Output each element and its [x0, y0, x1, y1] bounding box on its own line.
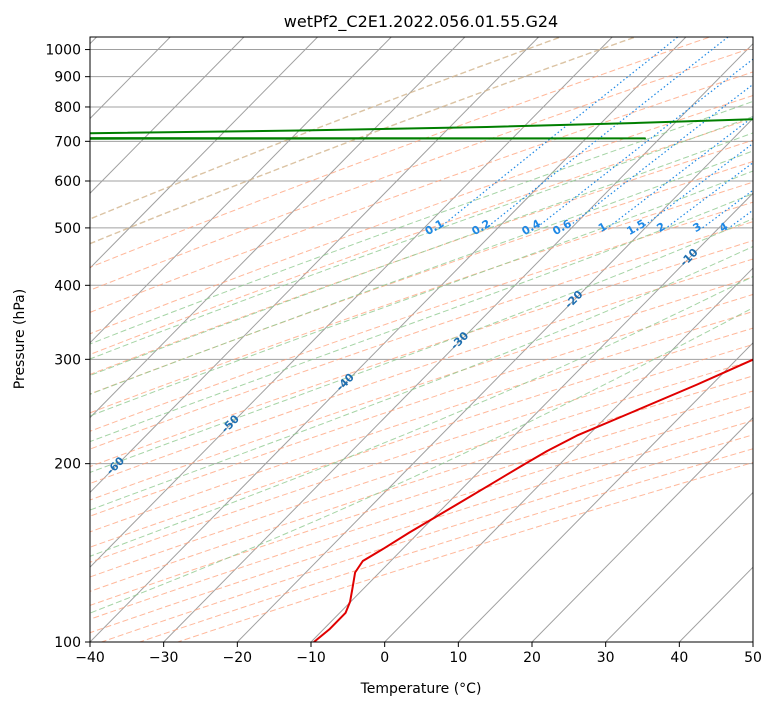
- x-axis-label: Temperature (°C): [360, 681, 482, 697]
- mixing-ratio-line: [641, 142, 753, 229]
- dewpoint-profile-line: [90, 118, 753, 140]
- dry-adiabat-line: [90, 71, 753, 313]
- mixing-ratio-line: [665, 161, 753, 229]
- isotherm-line: [236, 117, 753, 642]
- x-tick-label: 20: [523, 650, 541, 666]
- isotherm-line: [457, 342, 753, 642]
- y-tick-label: 800: [54, 100, 81, 116]
- moist-adiabat-line: [90, 100, 753, 345]
- moist-adiabat-line: [90, 245, 753, 511]
- dry-adiabat-line: [90, 37, 638, 245]
- mixing-ratio-label: 1.5: [625, 217, 648, 238]
- x-tick-label: 40: [670, 650, 688, 666]
- isotherm-label: -70: [0, 496, 12, 519]
- isotherm-line: [162, 42, 753, 642]
- y-tick-label: 200: [54, 457, 81, 473]
- y-tick-label: 100: [54, 635, 81, 651]
- mixing-ratio-label: 0.6: [550, 217, 574, 238]
- x-tick-label: 50: [744, 650, 762, 666]
- y-tick-label: 700: [54, 134, 81, 150]
- dry-adiabat-line: [90, 276, 753, 501]
- mixing-ratio-line: [728, 209, 753, 229]
- moist-adiabat-line: [90, 150, 753, 395]
- mixing-ratio-label: 6: [756, 220, 769, 235]
- moist-adiabat-line: [90, 115, 753, 360]
- isotherm-line: [383, 267, 753, 642]
- y-tick-label: 600: [54, 174, 81, 190]
- moist-adiabat-line: [90, 192, 753, 443]
- mixing-ratio-line: [607, 116, 753, 229]
- y-axis-label: Pressure (hPa): [12, 289, 28, 389]
- dry-adiabat-line: [90, 221, 753, 450]
- mixing-ratio-label: 0.1: [423, 217, 446, 238]
- dry-adiabat-line: [90, 139, 753, 376]
- x-tick-label: −40: [75, 650, 105, 666]
- moist-adiabat-line: [90, 218, 753, 473]
- dry-adiabat-line: [90, 160, 753, 395]
- dry-adiabat-line: [90, 37, 563, 220]
- x-tick-label: 0: [380, 650, 389, 666]
- isotherm-line: [90, 37, 392, 344]
- isotherm-line: [90, 37, 466, 419]
- isotherm-line: [310, 192, 753, 642]
- x-tick-label: −10: [296, 650, 326, 666]
- mixing-ratio-label: 0.4: [520, 217, 544, 238]
- x-tick-label: 30: [597, 650, 615, 666]
- x-tick-label: −30: [149, 650, 179, 666]
- temperature-profile-line: [313, 358, 753, 642]
- mixing-ratio-line: [768, 35, 775, 228]
- mixing-ratio-line: [535, 58, 753, 229]
- moist-adiabat-line: [90, 170, 753, 417]
- isotherm-line: [531, 416, 753, 642]
- y-tick-label: 500: [54, 221, 81, 237]
- mixing-ratio-label: 0.2: [470, 217, 493, 238]
- y-tick-label: 400: [54, 278, 81, 294]
- chart-title: wetPf2_C2E1.2022.056.01.55.G24: [284, 12, 558, 32]
- y-tick-label: 900: [54, 70, 81, 86]
- dry-adiabat-line: [90, 375, 753, 592]
- plot-frame: [89, 36, 754, 643]
- dry-adiabat-line: [90, 117, 753, 356]
- dry-adiabat-line: [90, 201, 753, 432]
- mixing-ratio-line: [485, 37, 729, 229]
- dry-adiabat-line: [90, 47, 753, 291]
- isotherm-line: [90, 37, 245, 194]
- dry-adiabat-line: [90, 37, 712, 268]
- dry-adiabat-line: [90, 327, 753, 548]
- isotherm-line: [604, 491, 753, 642]
- isotherm-line: [752, 641, 753, 642]
- mixing-ratio-line: [566, 83, 753, 229]
- x-tick-label: 10: [449, 650, 467, 666]
- moist-adiabat-line: [90, 132, 753, 377]
- y-tick-label: 300: [54, 352, 81, 368]
- x-tick-label: −20: [223, 650, 253, 666]
- dry-adiabat-line: [90, 359, 753, 578]
- isotherm-line: [90, 37, 319, 269]
- y-tick-label: 1000: [45, 43, 81, 59]
- dry-adiabat-line: [90, 311, 753, 533]
- moist-adiabat-line: [90, 275, 753, 557]
- dry-adiabat-line: [90, 258, 753, 484]
